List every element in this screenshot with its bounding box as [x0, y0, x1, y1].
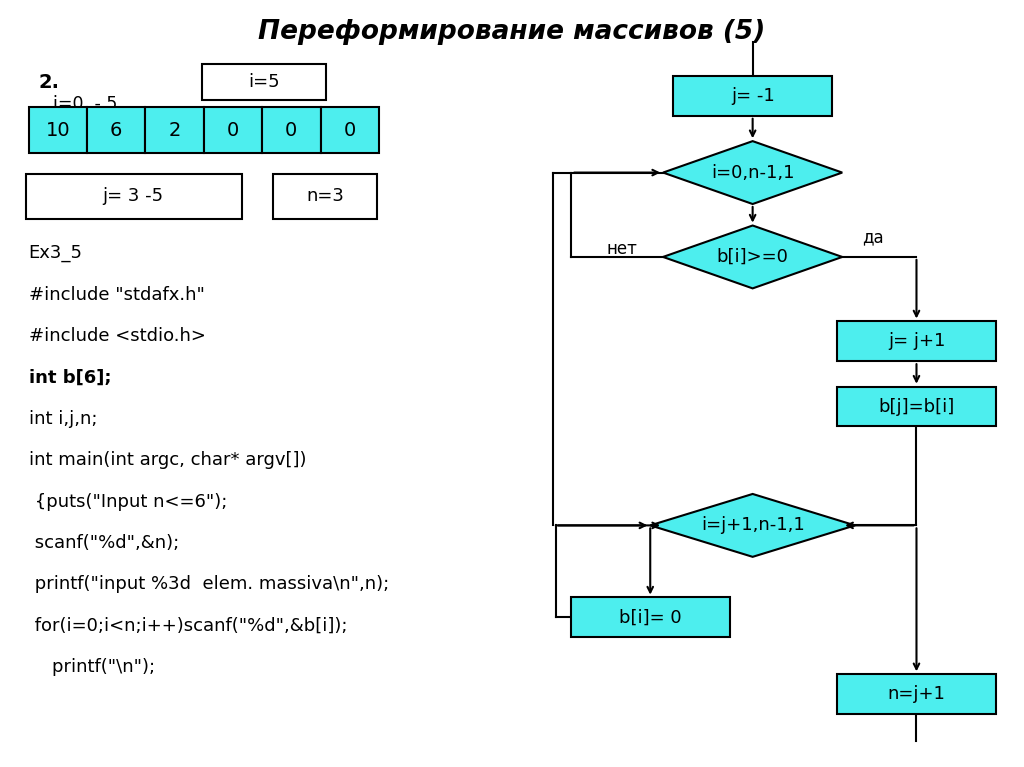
Text: j= j+1: j= j+1 [888, 332, 945, 351]
Text: i=5: i=5 [249, 73, 280, 91]
Text: 10: 10 [45, 121, 71, 140]
Text: #include "stdafx.h": #include "stdafx.h" [29, 285, 205, 304]
Text: printf("\n");: printf("\n"); [29, 658, 155, 676]
Text: j= 3 -5: j= 3 -5 [102, 187, 164, 206]
FancyBboxPatch shape [202, 64, 326, 100]
Text: i=j+1,n-1,1: i=j+1,n-1,1 [700, 516, 805, 535]
FancyBboxPatch shape [838, 321, 995, 361]
Polygon shape [664, 141, 842, 204]
Text: b[i]>=0: b[i]>=0 [717, 248, 788, 266]
Text: i=0,n-1,1: i=0,n-1,1 [711, 163, 795, 182]
FancyBboxPatch shape [204, 107, 262, 153]
Text: int i,j,n;: int i,j,n; [29, 410, 97, 428]
Text: int main(int argc, char* argv[]): int main(int argc, char* argv[]) [29, 451, 306, 469]
Text: Переформирование массивов (5): Переформирование массивов (5) [258, 19, 766, 45]
Text: Ex3_5: Ex3_5 [29, 244, 83, 262]
Text: #include <stdio.h>: #include <stdio.h> [29, 327, 206, 345]
Text: 0: 0 [227, 121, 239, 140]
Text: j= -1: j= -1 [731, 87, 774, 105]
FancyBboxPatch shape [26, 174, 242, 219]
Text: 2.: 2. [39, 73, 60, 91]
Text: 0: 0 [344, 121, 355, 140]
FancyBboxPatch shape [838, 674, 995, 714]
FancyBboxPatch shape [321, 107, 379, 153]
Polygon shape [650, 494, 855, 557]
Text: i=0  - 5: i=0 - 5 [53, 94, 118, 113]
Text: for(i=0;i<n;i++)scanf("%d",&b[i]);: for(i=0;i<n;i++)scanf("%d",&b[i]); [29, 617, 347, 635]
FancyBboxPatch shape [262, 107, 321, 153]
Text: scanf("%d",&n);: scanf("%d",&n); [29, 534, 179, 552]
Text: 6: 6 [110, 121, 123, 140]
FancyBboxPatch shape [674, 76, 831, 116]
FancyBboxPatch shape [273, 174, 377, 219]
FancyBboxPatch shape [145, 107, 204, 153]
FancyBboxPatch shape [29, 107, 87, 153]
FancyBboxPatch shape [87, 107, 145, 153]
Text: n=3: n=3 [307, 187, 344, 206]
Text: n=j+1: n=j+1 [888, 685, 945, 703]
Text: 2: 2 [168, 121, 181, 140]
Text: int b[6];: int b[6]; [29, 368, 112, 387]
Text: b[i]= 0: b[i]= 0 [618, 608, 682, 627]
FancyBboxPatch shape [571, 597, 729, 637]
Text: нет: нет [606, 240, 638, 258]
Text: printf("input %3d  elem. massiva\n",n);: printf("input %3d elem. massiva\n",n); [29, 575, 389, 594]
Text: да: да [862, 229, 884, 247]
Text: 0: 0 [286, 121, 297, 140]
Text: {puts("Input n<=6");: {puts("Input n<=6"); [29, 492, 227, 511]
Text: b[j]=b[i]: b[j]=b[i] [879, 397, 954, 416]
Polygon shape [664, 225, 842, 288]
FancyBboxPatch shape [838, 387, 995, 426]
